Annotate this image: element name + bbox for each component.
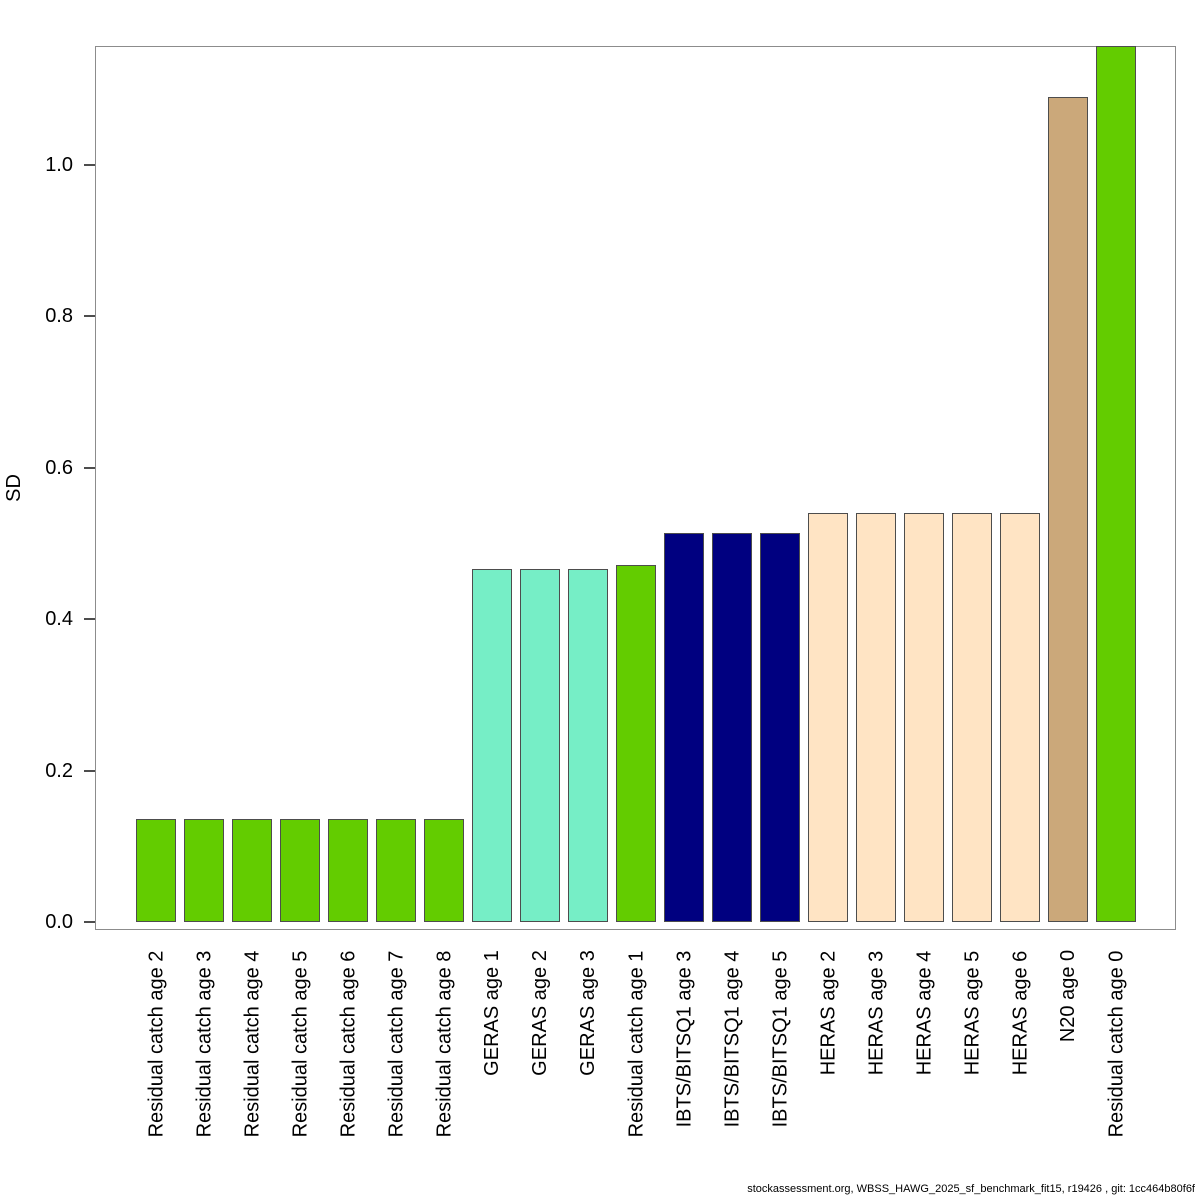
y-tick-mark — [84, 921, 95, 923]
bar — [760, 532, 800, 922]
x-tick-label: Residual catch age 5 — [288, 950, 311, 1137]
x-tick-label: IBTS/BITSQ1 age 3 — [672, 950, 695, 1127]
x-tick-label: Residual catch age 3 — [192, 950, 215, 1137]
x-tick-label: Residual catch age 4 — [240, 950, 263, 1137]
bar — [952, 513, 992, 922]
x-tick-label: Residual catch age 0 — [1104, 950, 1127, 1137]
bar — [712, 532, 752, 922]
x-tick-label: Residual catch age 1 — [624, 950, 647, 1137]
bar — [664, 532, 704, 922]
x-tick-label: HERAS age 5 — [960, 950, 983, 1075]
bar — [616, 565, 656, 922]
y-tick-label: 0.8 — [45, 305, 73, 328]
y-tick-mark — [84, 466, 95, 469]
x-tick-label: GERAS age 2 — [528, 950, 551, 1076]
bar — [184, 819, 224, 922]
bar — [232, 819, 272, 922]
x-tick-label: HERAS age 3 — [864, 950, 887, 1075]
bar — [136, 819, 176, 922]
bar — [568, 569, 608, 922]
bar — [808, 513, 848, 922]
bar — [424, 819, 464, 922]
x-tick-label: GERAS age 3 — [576, 950, 599, 1076]
y-axis-title: SD — [2, 474, 25, 502]
x-tick-label: Residual catch age 6 — [336, 950, 359, 1137]
bar — [856, 513, 896, 922]
x-tick-label: Residual catch age 2 — [144, 950, 167, 1137]
bar — [520, 569, 560, 922]
bar — [1048, 96, 1088, 922]
bar — [280, 819, 320, 922]
x-tick-label: N20 age 0 — [1057, 949, 1080, 1043]
y-tick-label: 0.0 — [45, 911, 73, 933]
x-tick-label: IBTS/BITSQ1 age 4 — [720, 950, 743, 1127]
bar — [376, 819, 416, 922]
y-tick-label: 0.2 — [45, 759, 73, 782]
y-tick-label: 0.4 — [45, 608, 73, 631]
x-tick-label: HERAS age 2 — [816, 950, 839, 1075]
y-tick-mark — [84, 164, 95, 166]
x-tick-label: HERAS age 4 — [912, 950, 935, 1075]
x-tick-label: HERAS age 6 — [1008, 950, 1031, 1075]
bar — [472, 569, 512, 922]
y-tick-mark — [84, 769, 95, 772]
x-tick-label: Residual catch age 7 — [384, 950, 407, 1137]
bar — [904, 513, 944, 922]
x-tick-label: IBTS/BITSQ1 age 5 — [768, 950, 791, 1127]
y-tick-mark — [84, 618, 95, 621]
footer-credit: stockassessment.org, WBSS_HAWG_2025_sf_b… — [747, 1183, 1195, 1195]
x-tick-label: GERAS age 1 — [480, 950, 503, 1076]
x-tick-label: Residual catch age 8 — [432, 950, 455, 1137]
bar — [1096, 46, 1136, 922]
y-tick-label: 0.6 — [45, 456, 73, 479]
y-tick-mark — [84, 315, 95, 318]
bar — [1000, 513, 1040, 922]
bar — [328, 819, 368, 922]
y-tick-label: 1.0 — [45, 154, 73, 176]
